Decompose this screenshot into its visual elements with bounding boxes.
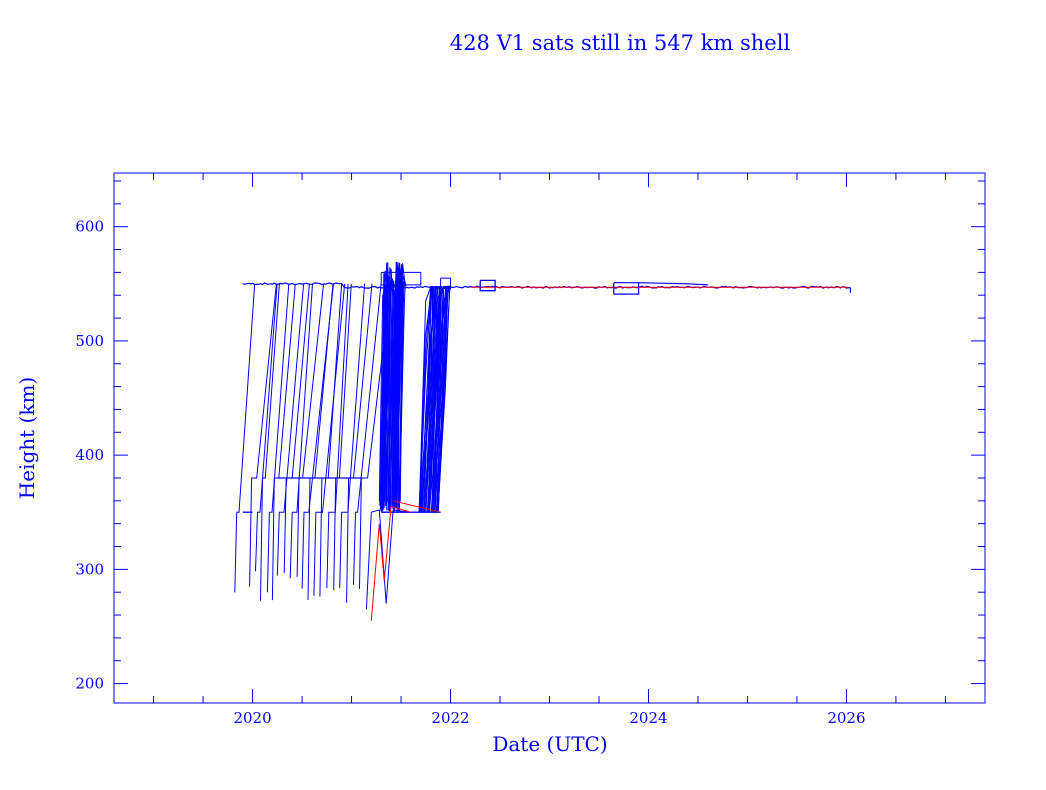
raise-trace [333,283,352,591]
raise-trace [283,283,310,574]
y-tick-label: 200 [75,675,104,693]
raise-trace [276,283,305,576]
raise-trace [359,283,392,589]
cluster-trace [423,286,437,513]
y-tick-label: 300 [75,560,104,578]
x-tick-labels: 2020 2022 2024 2026 [233,709,865,727]
cluster-trace [380,285,388,511]
box-trace [440,277,451,289]
noise-trace [638,282,708,286]
y-tick-label: 500 [75,332,104,350]
x-tick-label: 2020 [233,709,271,727]
cluster-trace [395,264,403,508]
y-axis-label: Height (km) [15,377,39,499]
raise-trace [289,283,313,579]
x-tick-label: 2024 [629,709,667,727]
highlight-trace [392,500,441,513]
cluster-trace [386,267,394,506]
cluster-trace [419,286,433,513]
cluster-trace [434,286,448,513]
cluster-trace [436,286,450,513]
x-tick-label: 2026 [827,709,865,727]
raise-trace [326,283,349,589]
y-tick-label: 400 [75,446,104,464]
data-traces [234,261,852,621]
x-tick-label: 2022 [431,709,469,727]
raise-trace [346,283,373,603]
raise-trace [271,283,296,601]
cluster-trace [434,286,448,513]
raise-trace [319,283,343,597]
plot-frame [113,172,986,704]
box-trace [380,271,422,286]
raise-trace [260,283,280,601]
cluster-trace [420,286,434,513]
raise-trace [266,283,290,593]
cluster-trace [432,285,446,513]
cluster-low-trace [365,509,411,610]
cluster-trace [426,286,440,513]
chart-title: 428 V1 sats still in 547 km shell [450,31,791,55]
x-axis-label: Date (UTC) [492,732,607,756]
cluster-trace [428,286,442,513]
cluster-trace [399,275,407,502]
raise-trace [353,283,382,585]
raise-trace [339,283,366,589]
raise-trace [301,283,334,589]
y-tick-label: 600 [75,218,104,236]
cluster-trace [437,286,451,513]
cluster-trace [385,274,393,507]
highlight-trace [370,505,412,621]
box-trace [479,279,496,292]
axis-ticks [114,173,985,703]
cluster-trace [394,271,402,504]
cluster-trace [378,285,386,502]
raise-trace [234,283,256,593]
y-tick-labels: 200 300 400 500 600 [75,218,104,693]
raise-trace [255,283,278,572]
cluster-trace [388,278,395,510]
box-trace [613,282,640,295]
cluster-trace [418,285,432,513]
cluster-trace [427,286,441,513]
raise-trace [249,283,277,587]
cluster-trace [421,286,434,513]
